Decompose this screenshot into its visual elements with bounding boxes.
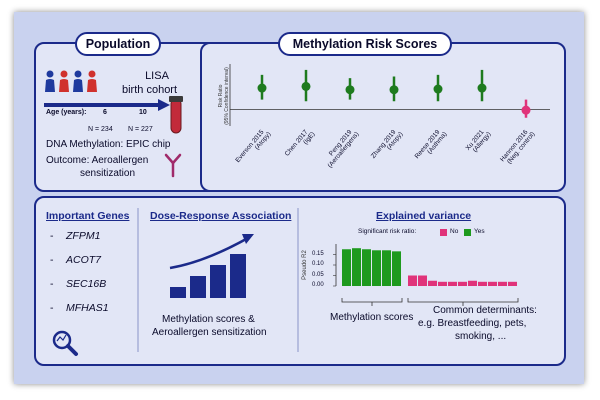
variance-bar-no: [458, 281, 467, 286]
age-label: Age (years):: [46, 109, 87, 116]
svg-text:Risk Ratio: Risk Ratio: [218, 84, 224, 107]
legend-no-label: No: [450, 228, 459, 235]
forest-ylabel-line1: Risk Ratio: [218, 84, 224, 107]
outcome-text-line1: Outcome: Aeroallergen: [46, 155, 149, 166]
legend-yes-label: Yes: [474, 228, 485, 235]
gene-dash: -: [50, 302, 54, 314]
variance-bar-yes: [352, 248, 361, 286]
age-arrow-head: [158, 99, 170, 111]
variance-tick-label: 0.00: [312, 282, 324, 288]
legend-no-swatch: [440, 229, 447, 236]
dose-title: Dose-Response Association: [150, 210, 292, 222]
cohort-desc: birth cohort: [122, 84, 178, 96]
dose-bar: [230, 254, 246, 298]
variance-bar-no: [438, 281, 447, 286]
variance-caption-right-line1: Common determinants:: [433, 305, 537, 316]
blood-tube-icon: [169, 96, 183, 134]
variance-bar-no: [428, 280, 437, 286]
person-icon: [59, 70, 69, 92]
findings-panel: [34, 196, 566, 366]
variance-bar-no: [468, 280, 477, 286]
legend-label: Significant risk ratio:: [358, 228, 417, 235]
dose-bar: [190, 276, 206, 298]
variance-chart: Pseudo R2: [302, 244, 519, 306]
person-icon: [87, 70, 97, 92]
variance-caption-right-line2: e.g. Breastfeeding, pets,: [418, 318, 527, 329]
gene-name: ACOT7: [66, 254, 102, 266]
legend-yes-swatch: [464, 229, 471, 236]
mrs-title: Methylation Risk Scores: [278, 32, 452, 56]
age-value-1: 6: [103, 109, 107, 116]
variance-bar-yes: [382, 250, 391, 286]
person-icon: [45, 70, 55, 92]
dose-bar: [170, 287, 186, 298]
forest-ylabel-line2: (95% Confidence interval): [224, 67, 230, 125]
variance-title: Explained variance: [376, 210, 472, 222]
forest-point: [433, 84, 443, 94]
dose-caption-line1: Methylation scores &: [162, 314, 255, 325]
dose-trend-arrowhead: [242, 234, 254, 244]
n-value-2: N = 227: [128, 126, 153, 133]
variance-bar-no: [508, 281, 517, 286]
forest-point: [389, 85, 399, 95]
variance-bar-yes: [362, 249, 371, 286]
svg-text:(95% Confidence interval): (95% Confidence interval): [224, 67, 230, 125]
gene-dash: -: [50, 278, 54, 290]
dose-trend-arrow: [169, 236, 249, 270]
variance-bar-yes: [372, 250, 381, 286]
forest-plot: Risk Ratio (95% Confidence interval) Eve…: [218, 64, 550, 169]
forest-point: [345, 85, 355, 95]
gene-dash: -: [50, 230, 54, 242]
variance-bar-no: [448, 281, 457, 286]
age-value-2: 10: [139, 109, 147, 116]
dna-methylation-text: DNA Methylation: EPIC chip: [46, 139, 171, 150]
variance-bar-yes: [342, 249, 351, 286]
forest-point: [301, 81, 311, 91]
bracket-right: [407, 298, 519, 306]
variance-tick-label: 0.15: [312, 250, 324, 257]
outcome-text-line2: sensitization: [80, 168, 136, 179]
bracket-left: [341, 298, 403, 306]
magnifier-icon: [52, 330, 78, 356]
variance-bar-no: [478, 281, 487, 286]
variance-bar-no: [418, 275, 427, 286]
genes-title: Important Genes: [46, 210, 130, 222]
population-title: Population: [75, 32, 161, 56]
variance-tick-label: 0.05: [312, 271, 324, 278]
cohort-name: LISA: [145, 70, 169, 82]
forest-point: [477, 83, 487, 93]
people-icons: [45, 70, 97, 92]
variance-bar-no: [488, 281, 497, 286]
gene-dash: -: [50, 254, 54, 266]
dose-caption-line2: Aeroallergen sensitization: [152, 327, 267, 338]
dose-response-graphic: [169, 234, 254, 298]
variance-ylabel: Pseudo R2: [302, 249, 308, 279]
antibody-icon: [164, 153, 182, 178]
gene-name: MFHAS1: [66, 302, 109, 314]
forest-point: [521, 105, 531, 115]
variance-caption-right-line3: smoking, ...: [455, 331, 507, 342]
variance-tick-label: 0.10: [312, 261, 324, 267]
person-icon: [73, 70, 83, 92]
variance-caption-left: Methylation scores: [330, 312, 414, 323]
forest-point: [257, 83, 267, 93]
variance-bar-no: [408, 275, 417, 286]
dose-bar: [210, 265, 226, 298]
gene-name: SEC16B: [66, 278, 107, 290]
gene-name: ZFPM1: [66, 230, 101, 242]
variance-bar-no: [498, 281, 507, 286]
n-value-1: N = 234: [88, 126, 113, 133]
variance-bar-yes: [392, 251, 401, 286]
